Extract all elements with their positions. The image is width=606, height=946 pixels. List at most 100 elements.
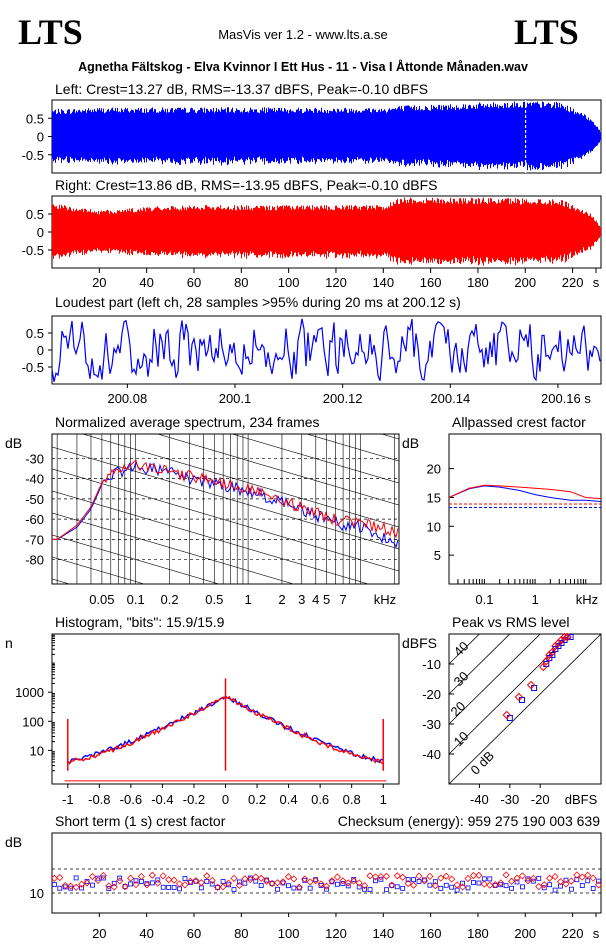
spectrum-xtick-label: 0.2 — [161, 592, 179, 607]
stc-right-point — [420, 877, 429, 885]
stc-right-point — [301, 875, 309, 883]
stc-right-point — [241, 875, 249, 883]
spectrum-diagonal — [52, 490, 370, 584]
left_waveform-ytick-label: -0.5 — [22, 148, 44, 163]
stc-right-point — [453, 881, 461, 889]
stc-right-point — [192, 877, 200, 885]
stc-right-point — [208, 876, 216, 884]
stc-right-point — [61, 881, 69, 890]
stc-right-point — [399, 873, 407, 881]
pvr-xtick-label: dBFS — [565, 792, 598, 807]
stc-left-point — [416, 879, 422, 884]
stc-right-point — [116, 877, 124, 885]
histogram-xtick-label: -0.8 — [88, 792, 110, 807]
pvr-right-point — [542, 656, 551, 666]
pvr-diagonals — [449, 634, 601, 784]
stc-ytick-label: 10 — [30, 886, 44, 901]
stc-left-point — [481, 876, 487, 882]
stc-right-point — [252, 873, 260, 881]
spectrum-xtick-label: 3 — [298, 592, 305, 607]
stc-left-point — [155, 877, 161, 883]
stc-right-point — [203, 872, 211, 880]
pvr-ytick-label: -40 — [422, 747, 441, 762]
spectrum-diagonal — [52, 468, 399, 572]
pvr-ytick-label: -10 — [422, 657, 441, 672]
stc-right-point — [235, 881, 243, 889]
stc-xtick-label: 160 — [420, 926, 442, 941]
pvr-frame — [448, 633, 602, 785]
stc-right-point — [524, 877, 532, 885]
stc-right-point — [366, 872, 374, 880]
stc-left-point — [296, 885, 302, 891]
stc-left-point — [209, 881, 215, 887]
stc-left-point — [100, 875, 106, 881]
spectrum-diagonal — [156, 434, 399, 506]
stc-right-point — [306, 878, 314, 886]
histogram-xtick-label: 0.6 — [311, 792, 329, 807]
stc-right-point — [312, 877, 320, 885]
histogram-xtick-label: -1 — [62, 792, 74, 807]
pvr-right-point — [557, 635, 566, 645]
stc-left-point — [139, 879, 144, 884]
spectrum-ytick-label: -60 — [25, 512, 44, 527]
stc-right-point — [132, 881, 140, 889]
stc-right-point — [491, 881, 499, 889]
pvr-xtick-label: -30 — [500, 792, 519, 807]
spectrum-frame — [51, 433, 400, 585]
checksum: Checksum (energy): 959 275 190 003 639 — [338, 813, 600, 829]
stc-right-point — [437, 874, 445, 882]
spectrum-diagonal — [52, 446, 399, 550]
stc-left-point — [166, 885, 172, 890]
stc-right-point — [546, 874, 554, 882]
time-xtick-label: 120 — [325, 275, 347, 290]
pvr-diag-label: 0 dB — [468, 748, 498, 778]
stc-left-point — [383, 887, 389, 893]
stc-left-point — [514, 879, 520, 885]
stc-right-point — [350, 877, 358, 885]
stc-right-point — [230, 874, 238, 882]
stc-left-point — [569, 886, 574, 892]
stc-right-point — [442, 872, 450, 880]
stc-right-point — [333, 873, 341, 881]
stc-right-point — [578, 873, 586, 881]
stc-right-point — [584, 871, 592, 879]
histogram-xtick-label: 0.4 — [280, 792, 298, 807]
histogram-xtick-label: -0.4 — [151, 792, 173, 807]
stc-left-point — [367, 887, 373, 893]
stc-left-point — [133, 878, 139, 884]
spectrum-xtick-label: 5 — [323, 592, 330, 607]
stc-right-point — [78, 880, 86, 888]
stc-right-point — [50, 874, 58, 882]
crest-frame — [448, 433, 602, 585]
stc-left-point — [476, 880, 482, 886]
crest-ylabel: dB — [402, 435, 419, 451]
spectrum-diagonals — [52, 434, 399, 584]
stc-left-point — [530, 878, 536, 884]
stc-left-point — [596, 878, 602, 884]
stc-left-point — [275, 886, 280, 892]
loudest-xtick-label: 200.16 s — [541, 391, 591, 406]
app-title: MasVis ver 1.2 - www.lts.a.se — [218, 27, 388, 42]
pvr-right-point — [563, 632, 572, 642]
time-xtick-label: 80 — [234, 275, 248, 290]
stc-left-point — [198, 885, 204, 891]
stc-right-point — [99, 871, 107, 880]
stc-left-point — [411, 877, 416, 883]
stc-left-point — [405, 877, 411, 882]
histogram-xtick-label: -0.6 — [120, 792, 142, 807]
crest-ytick-label: 10 — [427, 519, 441, 534]
stc-frame — [51, 832, 602, 914]
stc-left-point — [95, 875, 101, 881]
histogram-ytick-label: 1000 — [15, 685, 44, 700]
stc-left-point — [215, 885, 221, 890]
stc-left-point — [128, 881, 133, 887]
stc-left-point — [345, 883, 351, 889]
stc-right-point — [355, 879, 363, 887]
stc-right-point — [263, 877, 271, 885]
stc-left-point — [51, 882, 57, 887]
stc-right-point — [431, 882, 439, 890]
loudest-xtick-label: 200.14 — [430, 391, 470, 406]
stc-left-point — [536, 875, 542, 881]
histogram-title: Histogram, "bits": 15.9/15.9 — [55, 614, 225, 630]
stc-right-point — [486, 881, 494, 889]
